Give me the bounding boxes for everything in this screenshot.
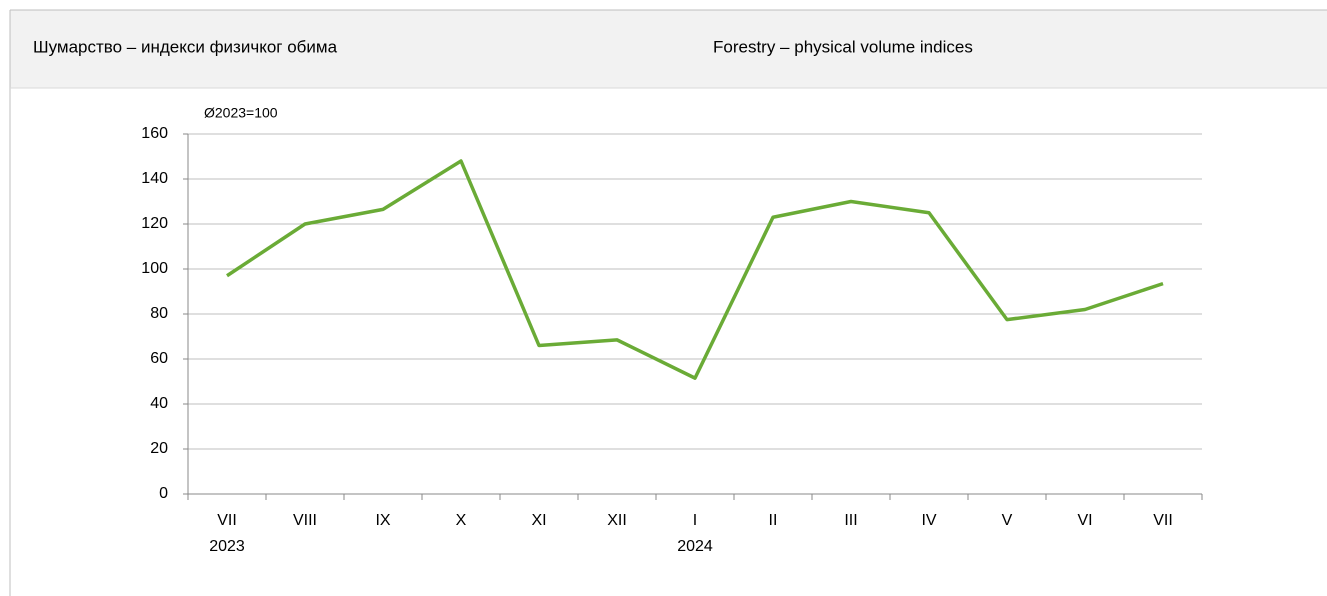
x-tick-label: III bbox=[844, 512, 857, 529]
y-tick-label: 140 bbox=[141, 170, 168, 187]
line-series bbox=[226, 159, 1164, 380]
y-tick-label: 100 bbox=[141, 260, 168, 277]
chart-title-en: Forestry – physical volume indices bbox=[713, 37, 973, 56]
x-tick-label: XI bbox=[531, 512, 546, 529]
x-tick-label: IV bbox=[921, 512, 936, 529]
x-tick-label: VIII bbox=[293, 512, 317, 529]
y-tick-label: 0 bbox=[159, 485, 168, 502]
y-axis-label: Ø2023=100 bbox=[204, 105, 278, 121]
chart-title: Шумарство – индекси физичког обима bbox=[33, 37, 338, 56]
x-tick-label: VII bbox=[1153, 512, 1173, 529]
x-year-label: 2023 bbox=[209, 538, 245, 555]
y-tick-label: 80 bbox=[150, 305, 168, 322]
x-tick-label: V bbox=[1002, 512, 1013, 529]
y-tick-label: 120 bbox=[141, 215, 168, 232]
header-band bbox=[10, 10, 1327, 88]
y-tick-label: 20 bbox=[150, 440, 168, 457]
y-tick-label: 60 bbox=[150, 350, 168, 367]
x-tick-label: X bbox=[456, 512, 467, 529]
x-tick-label: XII bbox=[607, 512, 627, 529]
x-tick-label: I bbox=[693, 512, 697, 529]
x-tick-label: IX bbox=[375, 512, 390, 529]
x-tick-label: II bbox=[769, 512, 778, 529]
x-tick-label: VI bbox=[1077, 512, 1092, 529]
y-tick-label: 40 bbox=[150, 395, 168, 412]
x-tick-label: VII bbox=[217, 512, 237, 529]
x-year-label: 2024 bbox=[677, 538, 713, 555]
y-tick-label: 160 bbox=[141, 125, 168, 142]
